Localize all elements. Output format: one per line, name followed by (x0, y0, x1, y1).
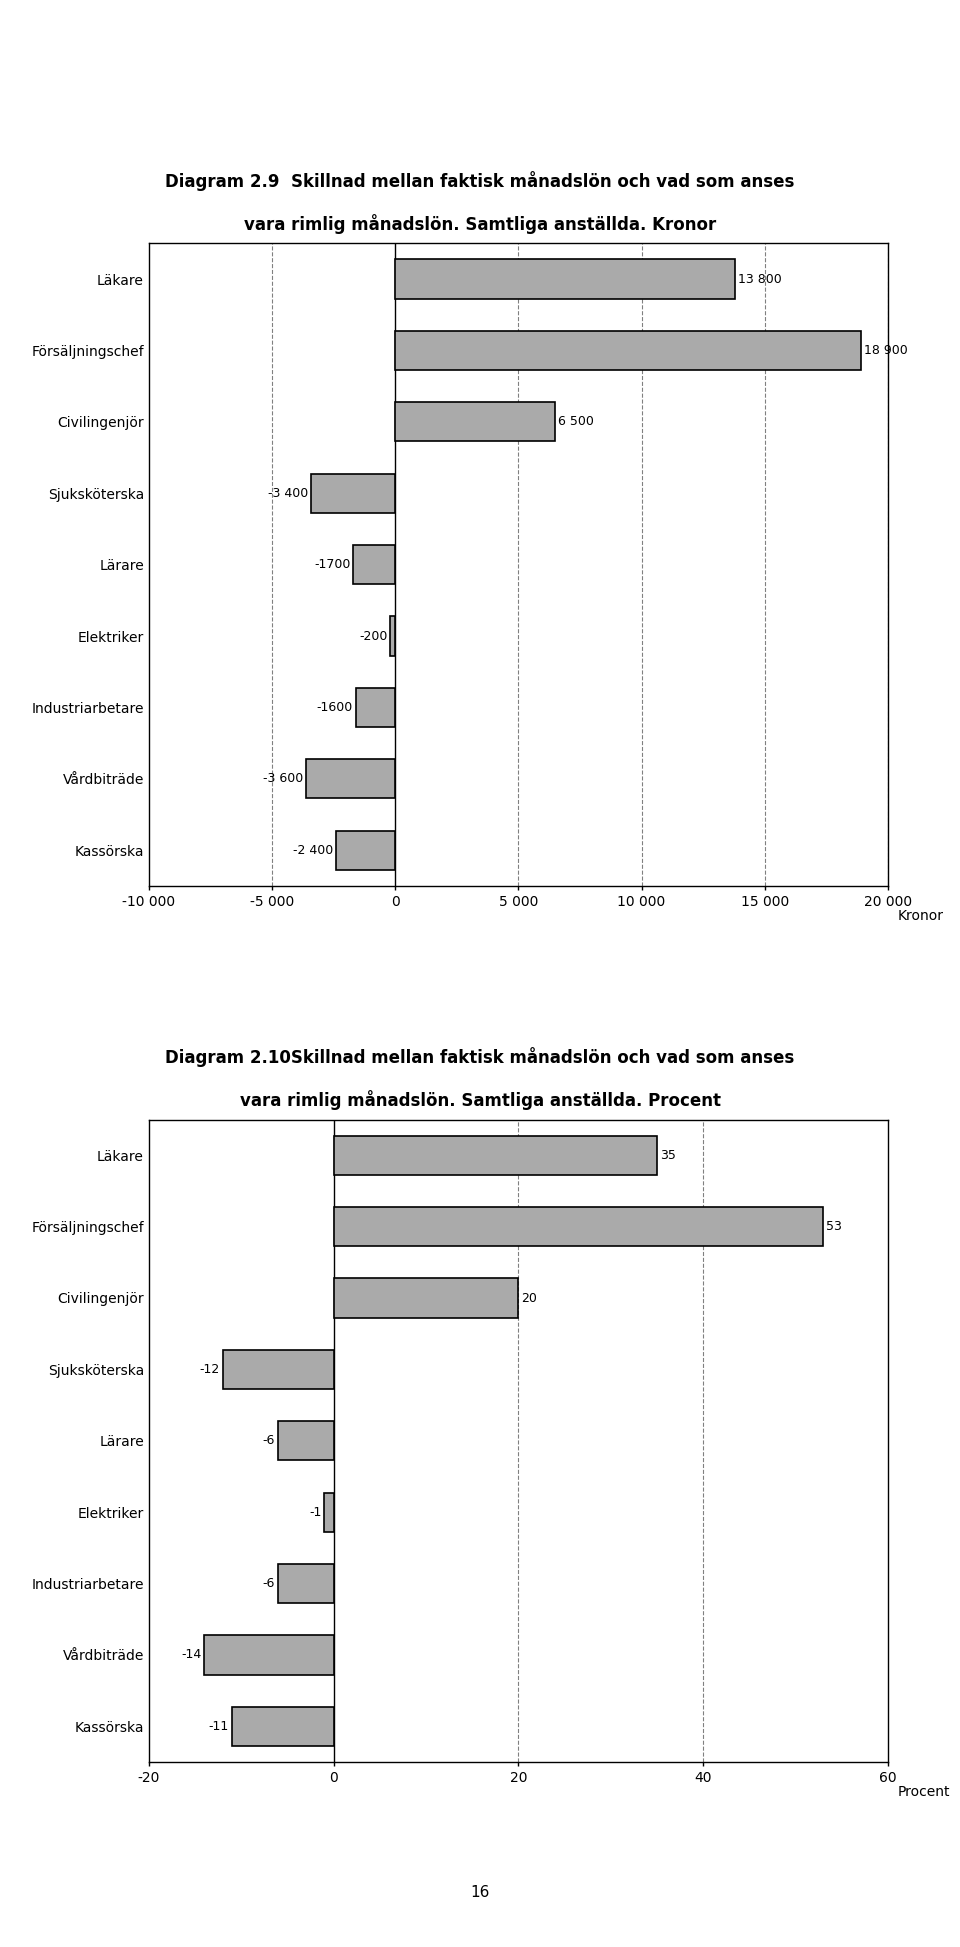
Bar (396, 403, 556, 442)
Bar (306, 759, 396, 798)
Text: -2 400: -2 400 (293, 843, 333, 857)
Text: -1600: -1600 (317, 701, 353, 715)
Text: -3 400: -3 400 (268, 487, 308, 500)
Text: 35: 35 (660, 1149, 676, 1162)
Bar (232, 1708, 334, 1746)
Text: Diagram 2.10Skillnad mellan faktisk månadslön och vad som anses: Diagram 2.10Skillnad mellan faktisk måna… (165, 1047, 795, 1067)
Bar (278, 1563, 334, 1602)
Text: -11: -11 (208, 1719, 229, 1733)
Bar (336, 831, 396, 870)
Text: 18 900: 18 900 (864, 345, 907, 356)
Text: -6: -6 (263, 1577, 276, 1591)
Bar (278, 1421, 334, 1460)
Bar (334, 1279, 518, 1318)
Bar (396, 259, 735, 298)
Bar (356, 687, 396, 726)
Bar (391, 617, 396, 656)
Text: 13 800: 13 800 (738, 273, 782, 286)
Text: Procent: Procent (898, 1785, 950, 1799)
Bar (311, 473, 396, 512)
Bar (324, 1493, 334, 1532)
Bar (396, 331, 861, 370)
Text: Kronor: Kronor (898, 909, 944, 923)
Text: 6 500: 6 500 (559, 415, 594, 428)
Text: 16: 16 (470, 1885, 490, 1900)
Text: -3 600: -3 600 (263, 773, 303, 785)
Text: -6: -6 (263, 1435, 276, 1447)
Text: vara rimlig månadslön. Samtliga anställda. Kronor: vara rimlig månadslön. Samtliga anställd… (244, 214, 716, 234)
Text: -14: -14 (181, 1649, 202, 1661)
Text: 53: 53 (827, 1221, 842, 1232)
Bar (334, 1135, 657, 1174)
Text: -200: -200 (359, 629, 387, 643)
Bar (353, 545, 396, 584)
Text: -12: -12 (200, 1363, 220, 1377)
Text: -1700: -1700 (314, 559, 350, 570)
Bar (334, 1207, 824, 1246)
Bar (223, 1349, 334, 1388)
Text: Diagram 2.9  Skillnad mellan faktisk månadslön och vad som anses: Diagram 2.9 Skillnad mellan faktisk måna… (165, 171, 795, 191)
Bar (204, 1635, 334, 1674)
Text: -1: -1 (309, 1505, 322, 1519)
Text: 20: 20 (521, 1291, 538, 1304)
Text: vara rimlig månadslön. Samtliga anställda. Procent: vara rimlig månadslön. Samtliga anställd… (239, 1090, 721, 1110)
